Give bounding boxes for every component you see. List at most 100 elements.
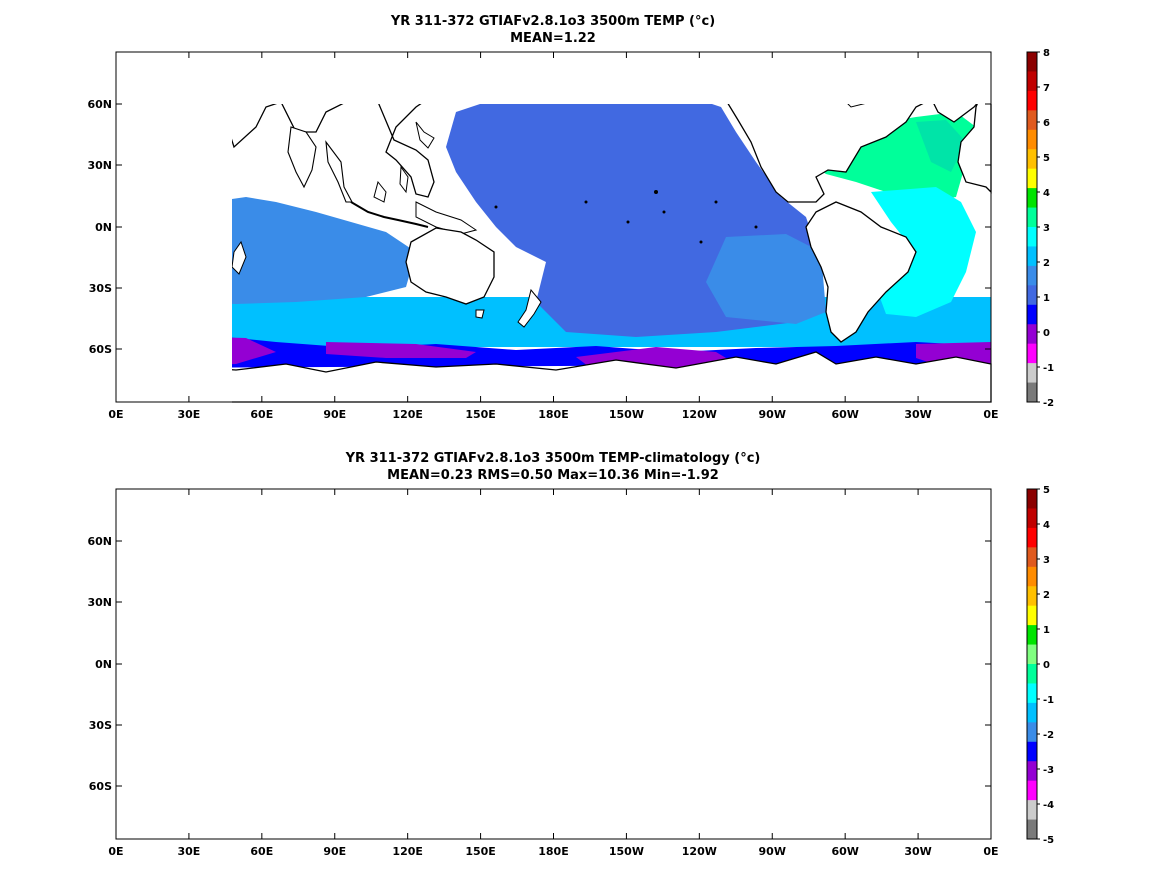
lon-tick-label: 90W [759, 845, 786, 858]
p2-pacific [446, 524, 781, 719]
lat-tick-label: 60S [89, 780, 112, 793]
colorbar-tick-label: 6 [1043, 118, 1050, 129]
p2-s-atlantic-orange [891, 739, 931, 757]
p2-atlantic-yellow-1 [811, 557, 896, 614]
p2-atlantic-green [846, 589, 991, 799]
lon-tick-label: 30E [178, 408, 201, 421]
p2-atlantic-yellow-2 [926, 554, 966, 599]
lon-tick-label: 60W [831, 408, 858, 421]
panel-1-lat-axis: 60N 30N 0N 30S 60S [87, 98, 991, 356]
colorbar-swatch [1027, 90, 1037, 111]
colorbar-swatch [1027, 168, 1037, 189]
colorbar-tick-label: 0 [1043, 660, 1050, 671]
lon-tick-label: 30W [904, 845, 931, 858]
colorbar-swatch [1027, 625, 1037, 646]
p2-se-pacific-mint [736, 669, 821, 744]
lon-tick-label: 180E [538, 408, 568, 421]
lon-tick-label: 60E [250, 408, 273, 421]
panel-1-lon-axis: 0E 30E 60E 90E 120E 150E 180E 150W 120W 90W 60W 30W… [108, 52, 999, 421]
colorbar-tick-label: -2 [1043, 398, 1054, 409]
colorbar-swatch [1027, 304, 1037, 325]
colorbar-swatch [1027, 527, 1037, 548]
colorbar-swatch [1027, 508, 1037, 529]
lon-tick-label: 90E [323, 845, 346, 858]
colorbar-swatch [1027, 702, 1037, 723]
panel-2-colorbar: 5 4 3 2 1 0 -1 -2 -3 -4 -5 [1026, 485, 1054, 846]
lon-tick-label: 0E [983, 845, 998, 858]
p2-s-pacific [536, 659, 826, 799]
lon-tick-label: 0E [108, 845, 123, 858]
p2-southern-1 [116, 739, 296, 781]
p2-s-atlantic-yellow [876, 729, 946, 764]
p1-antarctic-1 [232, 337, 276, 365]
panel-1: YR 311-372 GTIAFv2.8.1o3 3500m TEMP (°c)… [87, 14, 1054, 421]
lon-tick-label: 120W [682, 845, 717, 858]
lon-tick-label: 60E [250, 845, 273, 858]
lon-tick-label: 150W [609, 845, 644, 858]
p2-southern-green-patch [116, 754, 216, 789]
colorbar-tick-label: 4 [1043, 520, 1050, 531]
lon-tick-label: 120W [682, 408, 717, 421]
colorbar-swatch [1027, 489, 1037, 509]
colorbar-swatch [1027, 644, 1037, 665]
colorbar-swatch [1027, 227, 1037, 247]
colorbar-swatch [1027, 71, 1037, 92]
panel-2-frame [115, 488, 992, 840]
colorbar-tick-label: -3 [1043, 765, 1054, 776]
p1-se-pacific [706, 234, 826, 324]
lon-tick-label: 120E [392, 845, 422, 858]
lat-tick-label: 60S [89, 343, 112, 356]
colorbar-swatch [1027, 285, 1037, 306]
lat-tick-label: 60N [87, 535, 112, 548]
colorbar-tick-label: -5 [1043, 835, 1054, 846]
colorbar-swatch [1027, 149, 1037, 170]
panel-2-lat-axis: 60N 30N 0N 30S 60S [87, 535, 991, 793]
colorbar-tick-label: 3 [1043, 555, 1050, 566]
colorbar-tick-label: 4 [1043, 188, 1050, 199]
colorbar-tick-label: 8 [1043, 48, 1050, 59]
lat-tick-label: 30S [89, 282, 112, 295]
lon-tick-label: 90W [759, 408, 786, 421]
lon-tick-label: 150E [465, 408, 495, 421]
colorbar-swatch [1027, 664, 1037, 684]
colorbar-tick-label: 1 [1043, 625, 1050, 636]
lon-tick-label: 180E [538, 845, 568, 858]
lat-tick-label: 30S [89, 719, 112, 732]
colorbar-swatch [1027, 265, 1037, 286]
colorbar-swatch [1027, 566, 1037, 587]
lat-tick-label: 60N [87, 98, 112, 111]
panel-2-subtitle: MEAN=0.23 RMS=0.50 Max=10.36 Min=-1.92 [387, 468, 719, 483]
panel-1-subtitle: MEAN=1.22 [510, 31, 596, 46]
colorbar-swatch [1027, 188, 1037, 209]
colorbar-tick-label: 7 [1043, 83, 1050, 94]
colorbar-tick-label: -2 [1043, 730, 1054, 741]
lon-tick-label: 0E [108, 408, 123, 421]
lat-tick-label: 30N [87, 596, 112, 609]
lon-tick-label: 30W [904, 408, 931, 421]
colorbar-swatch [1027, 324, 1037, 345]
colorbar-swatch [1027, 586, 1037, 607]
p1-s-atlantic [871, 187, 976, 317]
colorbar-swatch [1027, 343, 1037, 364]
colorbar-tick-label: -1 [1043, 695, 1054, 706]
colorbar-swatch [1027, 363, 1037, 384]
p2-southern-3 [116, 769, 991, 807]
lat-tick-label: 0N [95, 221, 112, 234]
colorbar-swatch [1027, 110, 1037, 131]
colorbar-tick-label: -1 [1043, 363, 1054, 374]
colorbar-swatch [1027, 605, 1037, 626]
colorbar-tick-label: 5 [1043, 485, 1050, 496]
panel-2-lon-axis: 0E 30E 60E 90E 120E 150E 180E 150W 120W 90W 60W 30W… [108, 489, 999, 858]
colorbar-tick-label: 0 [1043, 328, 1050, 339]
lon-tick-label: 90E [323, 408, 346, 421]
colorbar-swatch [1027, 382, 1037, 403]
p1-arctic-purple [624, 62, 676, 76]
colorbar-tick-label: 1 [1043, 293, 1050, 304]
panel-2: YR 311-372 GTIAFv2.8.1o3 3500m TEMP-clim… [87, 451, 1054, 858]
colorbar-swatch [1027, 800, 1037, 821]
colorbar-tick-label: 2 [1043, 590, 1050, 601]
p2-southern-2 [316, 729, 496, 761]
colorbar-swatch [1027, 819, 1037, 840]
p1-antarctic-2 [326, 342, 476, 358]
panel-2-map [116, 489, 996, 839]
